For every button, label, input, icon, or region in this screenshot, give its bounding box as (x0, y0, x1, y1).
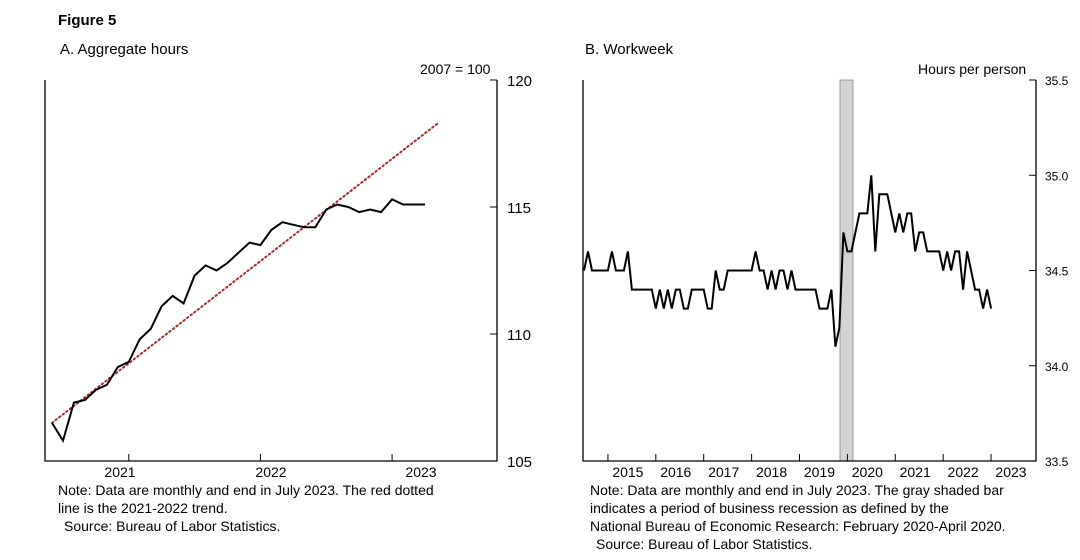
panel-a-unit-label: 2007 = 100 (420, 61, 491, 77)
panel-b-x-tick-label: 2017 (708, 464, 739, 480)
panel-b-x-tick-label: 2016 (660, 464, 691, 480)
panel-b-y-tick-label: 33.5 (1045, 455, 1069, 469)
panel-a-y-tick-label: 110 (507, 327, 531, 344)
panel-b-x-tick-label: 2019 (804, 464, 835, 480)
panel-a-axes-frame (44, 80, 498, 462)
panel-a-x-tick-label: 2021 (104, 464, 135, 480)
panel-b-axes-frame (582, 80, 1037, 462)
panel-b-note: Note: Data are monthly and end in July 2… (590, 481, 1006, 553)
panel-a-chart: 105 110 115 120 2021 2022 2023 (44, 73, 532, 480)
panel-b-x-tick-label: 2021 (900, 464, 931, 480)
figure-title: Figure 5 (58, 12, 117, 29)
panel-a-y-tick-label: 105 (507, 454, 532, 471)
panel-a-x-tick-label: 2023 (405, 464, 436, 480)
panel-b-workweek-line (583, 175, 993, 347)
panel-b-x-tick-label: 2018 (756, 464, 787, 480)
panel-b-unit-label: Hours per person (918, 61, 1027, 77)
panel-b-note-line-3: National Bureau of Economic Research: Fe… (590, 518, 1006, 534)
panel-b-note-line-2: indicates a period of business recession… (590, 500, 949, 516)
panel-b-y-tick-label: 35.0 (1045, 169, 1069, 183)
panel-b-chart: 33.5 34.0 34.5 35.0 35.5 2015 2016 2017 2018 2019… (582, 74, 1069, 480)
panel-b-title: B. Workweek (585, 41, 674, 58)
panel-a-source: Source: Bureau of Labor Statistics. (64, 518, 281, 534)
panel-a-y-tick-label: 115 (507, 200, 531, 217)
panel-b-x-tick-label: 2022 (948, 464, 979, 480)
panel-a-trend-line (51, 122, 439, 424)
panel-b-source: Source: Bureau of Labor Statistics. (596, 536, 813, 552)
panel-a-note: Note: Data are monthly and end in July 2… (58, 481, 434, 535)
panel-a-note-line-2: line is the 2021-2022 trend. (58, 500, 228, 516)
panel-b-x-tick-label: 2015 (612, 464, 643, 480)
panel-b-y-tick-label: 34.5 (1045, 265, 1069, 279)
panel-b-y-tick-label: 35.5 (1045, 74, 1069, 88)
panel-b-x-tick-label: 2023 (995, 464, 1026, 480)
panel-b-x-tick-label: 2020 (852, 464, 883, 480)
panel-a-hours-line (51, 198, 425, 444)
panel-a-y-tick-label: 120 (507, 73, 532, 90)
panel-a-title: A. Aggregate hours (60, 41, 189, 58)
panel-b-y-tick-label: 34.0 (1045, 360, 1069, 374)
panel-a-x-tick-label: 2022 (255, 464, 286, 480)
panel-b-note-line-1: Note: Data are monthly and end in July 2… (590, 482, 1004, 498)
panel-a-note-line-1: Note: Data are monthly and end in July 2… (58, 482, 434, 498)
